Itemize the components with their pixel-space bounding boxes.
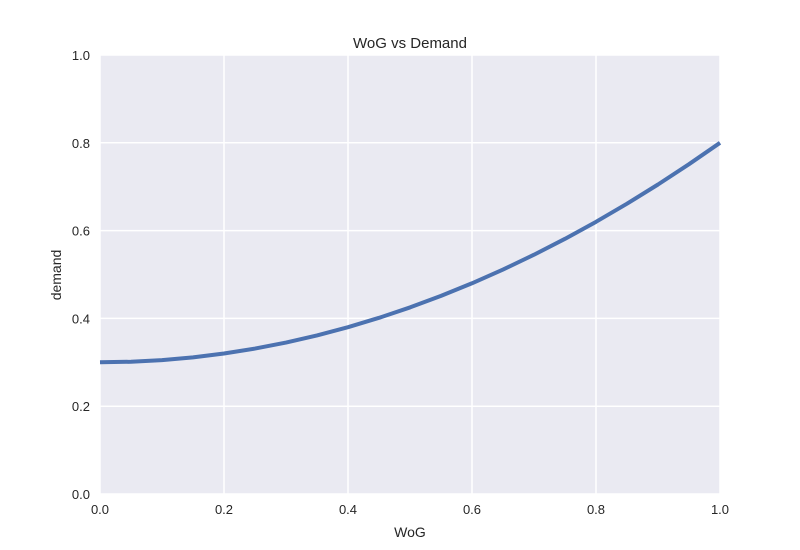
chart-title: WoG vs Demand [353, 35, 467, 52]
x-tick-label: 0.8 [587, 502, 605, 517]
y-tick-label: 0.8 [72, 136, 90, 151]
x-tick-label: 0.0 [91, 502, 109, 517]
x-tick-label: 0.4 [339, 502, 357, 517]
x-tick-label: 1.0 [711, 502, 729, 517]
x-tick-label: 0.6 [463, 502, 481, 517]
y-tick-label: 0.6 [72, 224, 90, 239]
grid [99, 54, 721, 495]
x-tick-label: 0.2 [215, 502, 233, 517]
plot-background [100, 55, 720, 494]
y-tick-label: 0.4 [72, 311, 90, 326]
y-tick-label: 0.2 [72, 399, 90, 414]
y-axis-label: demand [48, 250, 64, 301]
x-axis-label: WoG [394, 524, 426, 540]
series-line [99, 141, 722, 365]
y-ticks: 0.0 0.2 0.4 0.6 0.8 1.0 [72, 48, 90, 502]
y-tick-label: 1.0 [72, 48, 90, 63]
x-ticks: 0.0 0.2 0.4 0.6 0.8 1.0 [91, 502, 729, 517]
y-tick-label: 0.0 [72, 487, 90, 502]
